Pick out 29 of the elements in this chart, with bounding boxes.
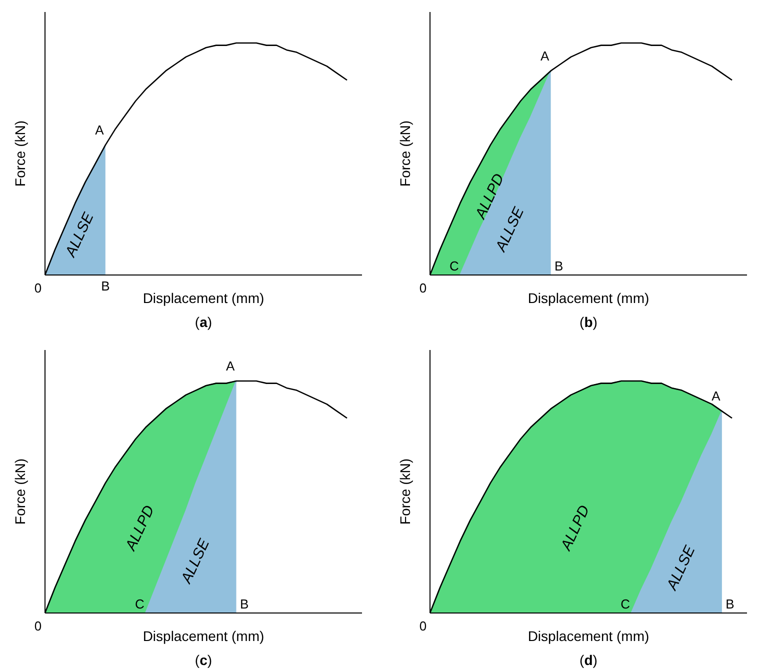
text: (b) [580,314,598,330]
x-axis-title: Displacement (mm) [142,290,264,306]
annotation: B [554,258,564,274]
x-axis-title: Displacement (mm) [142,628,264,644]
annotation: A [540,48,550,64]
annotation: ALLPD [122,502,158,554]
x-axis-title: Displacement (mm) [528,290,650,306]
text: 0 [34,618,42,634]
text: (c) [194,652,212,668]
text: (d) [580,652,598,668]
annotation: A [95,122,104,138]
annotation: C [134,596,144,612]
annotation: C [620,596,630,612]
text: B [101,278,110,294]
annotation: C [450,258,459,274]
text: 0 [34,280,42,296]
text: (a) [194,314,212,330]
annotation: A [712,388,721,404]
y-axis-title: Force (kN) [397,458,413,525]
y-axis-title: Force (kN) [397,120,413,187]
annotation: B [240,596,249,612]
text: 0 [419,280,427,296]
x-axis-title: Displacement (mm) [528,628,650,644]
annotation: ALLPD [557,502,594,554]
text: 0 [419,618,427,634]
text: A [226,358,235,374]
y-axis-title: Force (kN) [12,120,28,187]
y-axis-title: Force (kN) [12,458,28,525]
annotation: B [726,596,734,612]
